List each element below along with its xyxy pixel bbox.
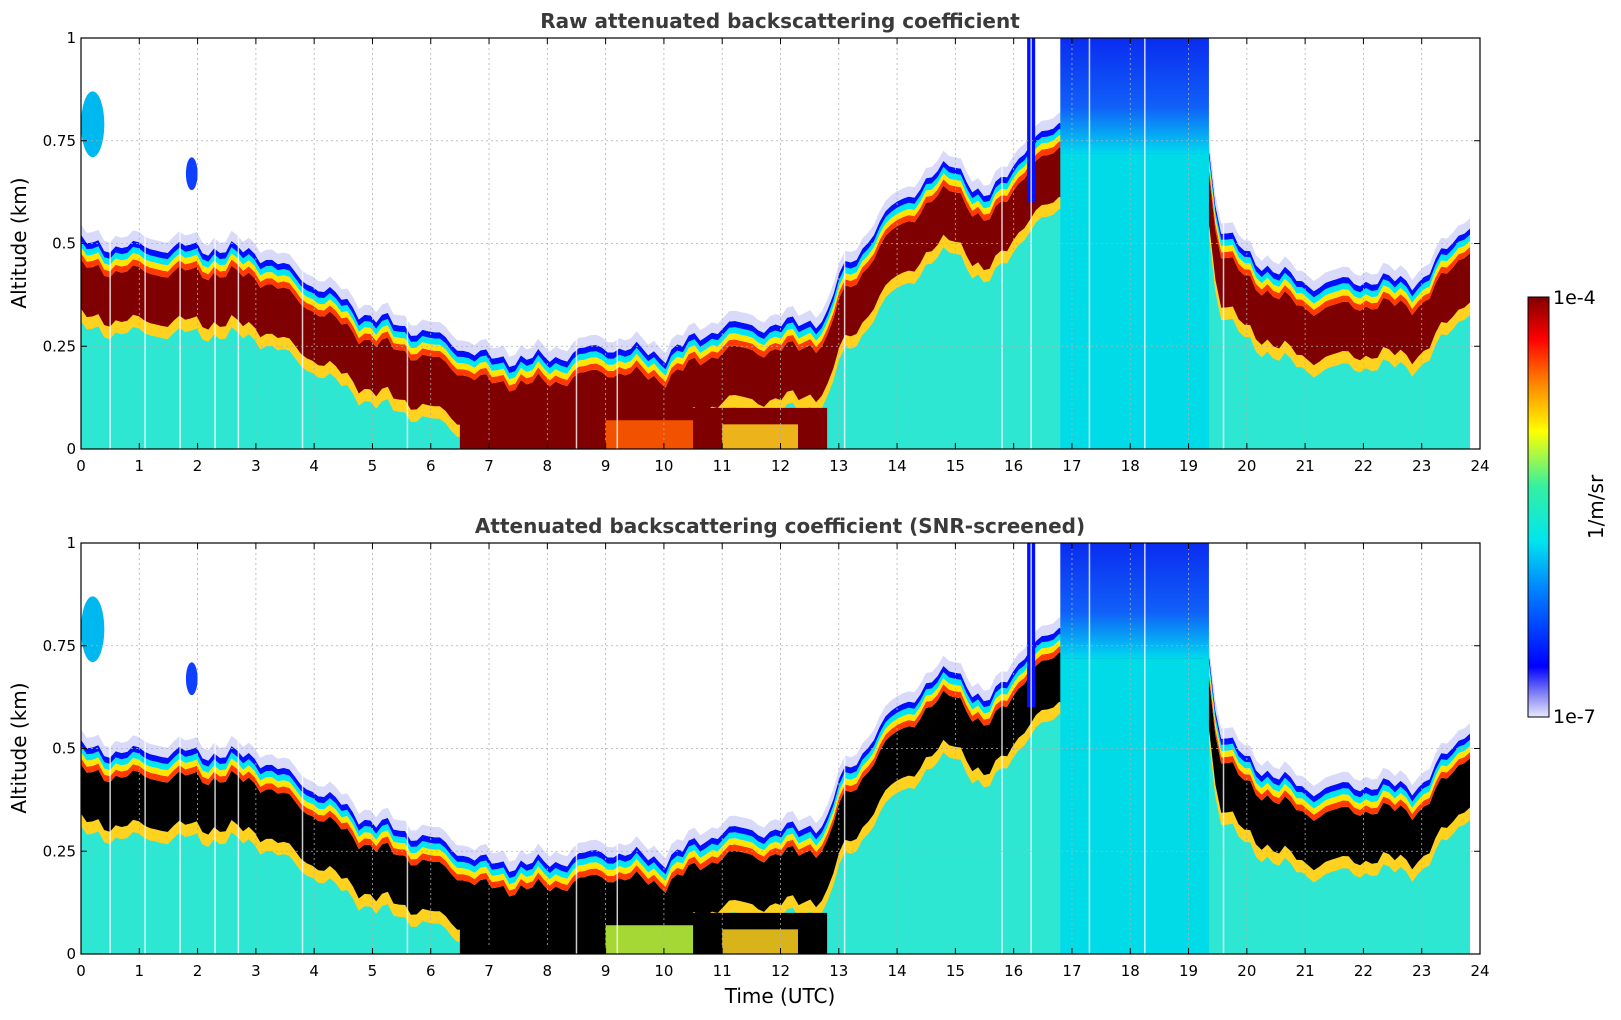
y-tick-label: 0.5 [52,235,76,253]
elevated-cloud [81,91,105,158]
deep-cloud [1060,38,1209,154]
x-tick-label: 2 [193,962,203,980]
x-tick-label: 21 [1296,457,1315,475]
deep-cloud-lower [1060,658,1209,954]
x-tick-label: 14 [888,962,907,980]
y-axis-label: Altitude (km) [7,682,31,813]
panel-title: Attenuated backscattering coefficient (S… [475,514,1085,538]
fog-gap [722,424,798,449]
colorbar-label: 1/m/sr [1584,474,1608,539]
x-tick-label: 3 [251,962,261,980]
x-tick-label: 0 [76,457,86,475]
x-tick-label: 23 [1412,962,1431,980]
x-tick-label: 15 [946,962,965,980]
elevated-cloud [81,596,105,663]
x-tick-label: 19 [1179,962,1198,980]
elevated-cloud [185,662,198,696]
x-tick-label: 23 [1412,457,1431,475]
x-tick-label: 7 [484,457,494,475]
heatmap [81,38,1480,449]
fog-gap [722,929,798,954]
x-axis: 0 1 2 3 4 5 6 7 8 9 10 11 12 13 14 15 16 17 18 19 20 21 22 23 24 [76,38,1490,475]
colorbar-gradient [1527,296,1550,718]
y-tick-label: 0.25 [43,337,76,355]
elevated-cloud [185,157,198,191]
x-tick-label: 21 [1296,962,1315,980]
x-tick-label: 15 [946,457,965,475]
x-tick-label: 2 [193,457,203,475]
x-tick-label: 4 [309,457,319,475]
x-tick-label: 19 [1179,457,1198,475]
x-tick-label: 10 [654,962,673,980]
x-tick-label: 18 [1121,962,1140,980]
fog-gap [605,420,694,449]
x-tick-label: 12 [771,457,790,475]
cloud-core [81,641,1471,946]
x-tick-label: 5 [368,962,378,980]
colorbar: 1e-4 1e-7 1/m/sr [1527,287,1608,728]
x-tick-label: 9 [601,962,611,980]
x-tick-label: 18 [1121,457,1140,475]
deep-cloud-lower [1060,153,1209,449]
x-tick-label: 6 [426,457,436,475]
deep-cloud [1060,543,1209,659]
y-axis: 0 0.25 0.5 0.75 1 [43,29,1480,458]
x-tick-label: 17 [1062,962,1081,980]
x-tick-label: 8 [543,962,553,980]
x-tick-label: 11 [713,457,732,475]
fog-gap [605,925,694,954]
y-tick-label: 0.75 [43,637,76,655]
x-tick-label: 17 [1062,457,1081,475]
x-tick-label: 20 [1237,962,1256,980]
x-tick-label: 8 [543,457,553,475]
x-tick-label: 13 [829,457,848,475]
panel-screened: Attenuated backscattering coefficient (S… [7,514,1490,1008]
x-tick-label: 0 [76,962,86,980]
x-tick-label: 16 [1004,457,1023,475]
y-tick-label: 0.75 [43,132,76,150]
x-axis-label: Time (UTC) [724,984,836,1008]
x-tick-label: 22 [1354,457,1373,475]
x-tick-label: 20 [1237,457,1256,475]
y-tick-label: 0 [66,440,76,458]
x-tick-label: 1 [135,962,145,980]
y-axis-label: Altitude (km) [7,177,31,308]
y-tick-label: 0.25 [43,842,76,860]
y-tick-label: 1 [66,29,76,47]
colorbar-max-label: 1e-4 [1553,287,1596,309]
y-tick-label: 0.5 [52,740,76,758]
x-tick-label: 24 [1470,457,1489,475]
x-tick-label: 7 [484,962,494,980]
heatmap [81,543,1480,954]
x-tick-label: 11 [713,962,732,980]
x-tick-label: 3 [251,457,261,475]
x-tick-label: 22 [1354,962,1373,980]
panel-title: Raw attenuated backscattering coefficien… [540,9,1020,33]
x-tick-label: 4 [309,962,319,980]
x-tick-label: 5 [368,457,378,475]
x-tick-label: 1 [135,457,145,475]
x-tick-label: 13 [829,962,848,980]
x-tick-label: 12 [771,962,790,980]
x-tick-label: 14 [888,457,907,475]
y-tick-label: 1 [66,534,76,552]
colorbar-min-label: 1e-7 [1553,706,1596,728]
x-tick-label: 24 [1470,962,1489,980]
x-tick-label: 6 [426,962,436,980]
x-axis: 0 1 2 3 4 5 6 7 8 9 10 11 12 13 14 15 16 17 18 19 20 21 22 23 24 [76,543,1490,980]
y-axis: 0 0.25 0.5 0.75 1 [43,534,1480,963]
y-tick-label: 0 [66,945,76,963]
x-tick-label: 16 [1004,962,1023,980]
x-tick-label: 10 [654,457,673,475]
x-tick-label: 9 [601,457,611,475]
panel-raw: Raw attenuated backscattering coefficien… [7,9,1490,475]
cloud-core [81,136,1471,441]
